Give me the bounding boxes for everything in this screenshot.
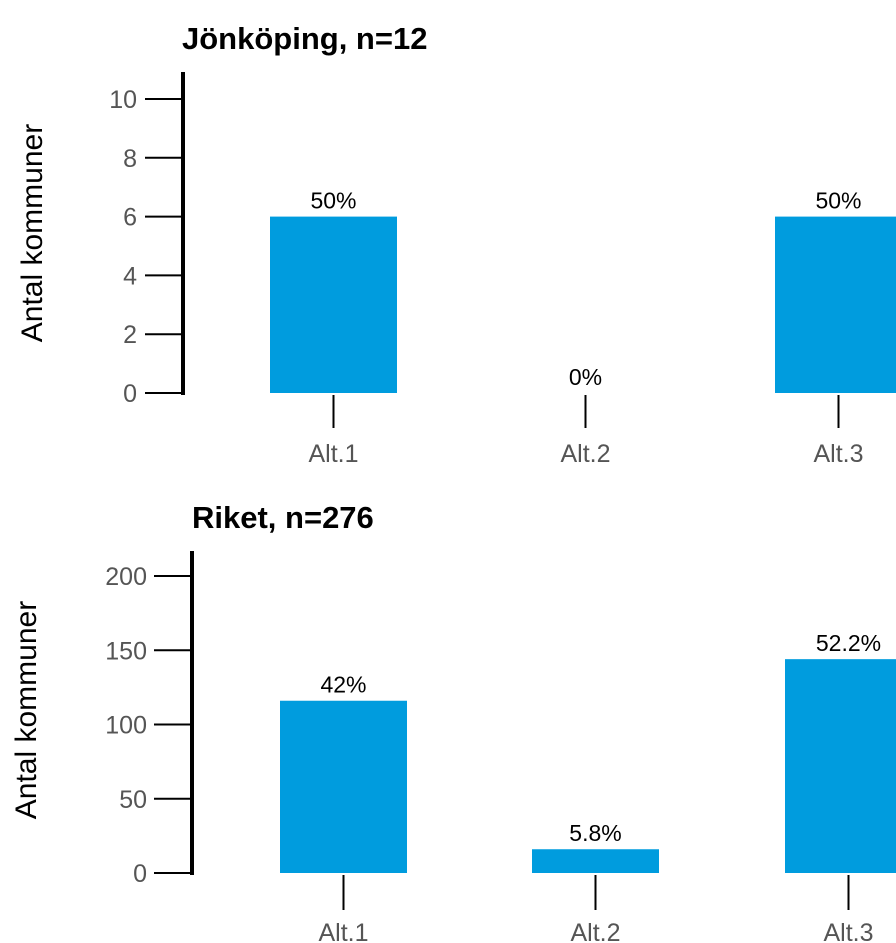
bar [280,700,407,873]
x-tick-label: Alt.3 [813,440,863,468]
data-label: 50% [310,188,356,214]
data-label: 42% [320,672,366,698]
bar [785,659,896,873]
y-axis-label: Antal kommuner [10,601,43,819]
y-tick-label: 6 [123,204,137,232]
y-tick-label: 2 [123,321,137,349]
y-tick-label: 150 [105,637,147,665]
chart-panel-riket: Riket, n=276 Antal kommuner 0 50 100 150 200… [10,500,896,943]
x-tick-label: Alt.2 [560,440,610,468]
data-label: 50% [815,188,861,214]
y-tick-label: 4 [123,262,137,290]
y-axis-label: Antal kommuner [16,124,49,342]
data-label: 0% [569,364,602,390]
y-tick-label: 100 [105,712,147,740]
y-tick-label: 10 [109,86,137,114]
y-tick-label: 8 [123,145,137,173]
y-tick-label: 200 [105,563,147,591]
x-tick-label: Alt.2 [570,919,620,943]
chart-title: Jönköping, n=12 [182,21,427,56]
x-tick-label: Alt.3 [823,919,873,943]
y-tick-label: 0 [133,860,147,888]
chart-title: Riket, n=276 [192,500,374,535]
bar [532,849,659,873]
data-label: 52.2% [816,630,881,656]
x-tick-label: Alt.1 [318,919,368,943]
y-tick-label: 50 [119,786,147,814]
bar [775,216,896,393]
y-tick-label: 0 [123,380,137,408]
x-tick-label: Alt.1 [308,440,358,468]
data-label: 5.8% [569,820,621,846]
bar [270,216,397,393]
chart-panel-jonkoping: Jönköping, n=12 Antal kommuner 0 2 4 6 8 10 50… [16,21,896,468]
